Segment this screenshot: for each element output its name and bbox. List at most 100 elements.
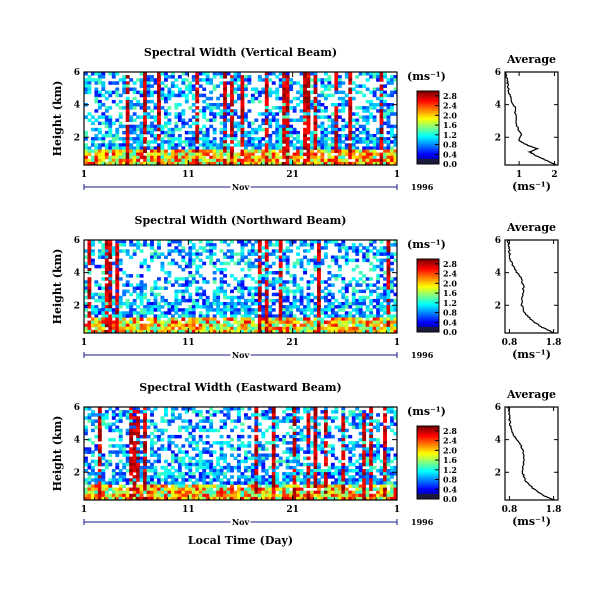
heatmap-cell (118, 295, 123, 300)
heatmap-cell (90, 317, 95, 321)
heatmap-cell (320, 326, 325, 331)
heatmap-cell (386, 115, 391, 119)
heatmap-cell (104, 302, 109, 306)
heatmap-cell (118, 277, 123, 281)
heatmap-cell (157, 496, 161, 501)
heatmap-cell (163, 75, 168, 79)
heatmap-cell (195, 484, 200, 488)
heatmap-cell (136, 127, 141, 132)
heatmap-cell (379, 292, 384, 297)
heatmap-cell (212, 320, 217, 325)
heatmap-cell (181, 78, 186, 82)
heatmap-cell (132, 140, 137, 144)
heatmap-cell (223, 112, 227, 116)
heatmap-cell (257, 127, 262, 132)
heatmap-cell (94, 413, 99, 417)
heatmap-cell (365, 295, 370, 300)
heatmap-cell (205, 161, 210, 166)
heatmap-cell (177, 308, 182, 312)
heatmap-cell (94, 72, 99, 76)
heatmap-cell (257, 277, 262, 281)
heatmap-cell (216, 490, 221, 495)
heatmap-cell (351, 96, 356, 101)
heatmap-cell (303, 249, 307, 253)
heatmap-cell (216, 258, 221, 263)
heatmap-cell (306, 434, 311, 439)
heatmap-cell (386, 243, 391, 247)
heatmap-cell (170, 152, 175, 157)
heatmap-cell (191, 298, 196, 303)
heatmap-cell (122, 462, 127, 467)
heatmap-cell (275, 320, 280, 325)
heatmap-cell (330, 240, 335, 244)
heatmap-cell (111, 422, 116, 426)
heatmap-cell (143, 137, 147, 141)
heatmap-cell (292, 305, 297, 309)
heatmap-cell (97, 72, 102, 76)
heatmap-cell (268, 326, 273, 331)
heatmap-cell (282, 289, 287, 294)
x-tick-label: 1 (81, 170, 87, 180)
heatmap-cell (139, 78, 144, 82)
heatmap-cell (264, 106, 269, 110)
heatmap-cell (191, 75, 196, 79)
colorbar-unit: (ms⁻¹) (407, 70, 446, 83)
heatmap-cell (202, 134, 207, 138)
heatmap-cell (219, 323, 224, 328)
heatmap-cell (243, 146, 248, 150)
heatmap-cell (313, 277, 318, 281)
heatmap-cell (125, 103, 130, 107)
heatmap-cell (104, 161, 109, 166)
heatmap-cell (223, 134, 227, 138)
heatmap-cell (160, 286, 165, 290)
heatmap-cell (87, 283, 92, 287)
heatmap-cell (87, 490, 92, 495)
heatmap-cell (317, 444, 321, 448)
heatmap-cell (313, 438, 318, 442)
heatmap-cell (90, 292, 95, 297)
heatmap-cell (254, 137, 259, 141)
heatmap-cell (261, 475, 266, 479)
heatmap-cell (303, 493, 307, 498)
heatmap-cell (334, 87, 339, 91)
heatmap-cell (202, 487, 207, 492)
heatmap-cell (115, 246, 120, 250)
heatmap-cell (177, 134, 182, 138)
heatmap-cell (289, 311, 294, 315)
heatmap-cell (205, 459, 210, 464)
heatmap-cell (317, 249, 321, 253)
heatmap-cell (275, 416, 280, 420)
heatmap-cell (136, 493, 141, 498)
heatmap-cell (177, 277, 182, 281)
heatmap-cell (386, 112, 391, 116)
heatmap-cell (303, 96, 307, 101)
heatmap-cell (337, 149, 342, 153)
heatmap-cell (136, 124, 141, 129)
x-tick-label: 21 (286, 338, 299, 348)
heatmap-cell (320, 475, 325, 479)
heatmap-cell (90, 295, 95, 300)
heatmap-cell (174, 115, 179, 119)
heatmap-cell (306, 112, 311, 116)
heatmap-cell (313, 143, 318, 147)
heatmap-cell (125, 320, 130, 325)
heatmap-cell (170, 493, 175, 498)
heatmap-cell (163, 326, 168, 331)
heatmap-cell (84, 143, 88, 147)
heatmap-cell (341, 295, 346, 300)
heatmap-cell (101, 453, 106, 457)
heatmap-cell (150, 496, 154, 501)
heatmap-cell (247, 425, 252, 430)
heatmap-cell (275, 124, 280, 129)
heatmap-cell (157, 323, 161, 328)
heatmap-cell (271, 146, 276, 150)
heatmap-cell (362, 298, 367, 303)
heatmap-cell (296, 261, 301, 266)
heatmap-cell (223, 314, 227, 318)
heatmap-cell (115, 137, 120, 141)
heatmap-cell (257, 246, 262, 250)
heatmap-cell (282, 317, 287, 321)
heatmap-cell (195, 93, 200, 98)
heatmap-cell (275, 271, 280, 275)
heatmap-cell (104, 271, 109, 275)
